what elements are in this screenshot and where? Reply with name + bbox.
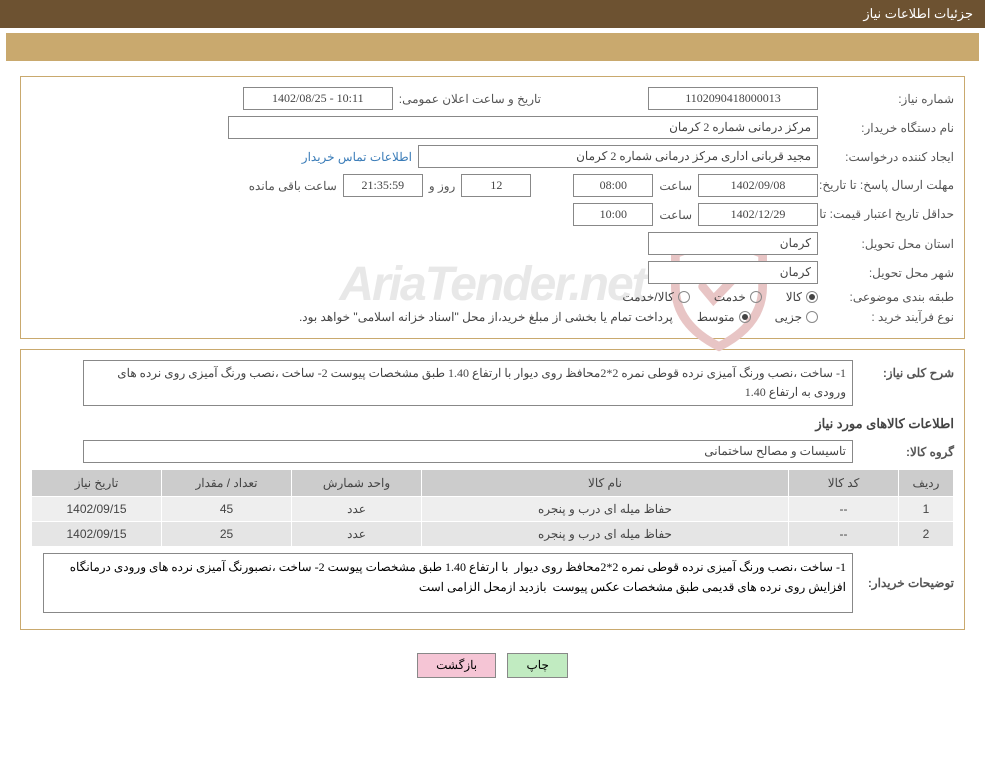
goods-group-label: گروه کالا:: [859, 445, 954, 459]
table-row: 1 -- حفاظ میله ای درب و پنجره عدد 45 140…: [32, 497, 954, 522]
buyer-org-label: نام دستگاه خریدار:: [824, 121, 954, 135]
delivery-province-label: استان محل تحویل:: [824, 237, 954, 251]
goods-group-value: تاسیسات و مصالح ساختمانی: [83, 440, 853, 463]
cell-qty: 25: [162, 522, 292, 547]
row-reply-deadline: مهلت ارسال پاسخ: تا تاریخ: 1402/09/08 سا…: [31, 174, 954, 197]
th-unit: واحد شمارش: [292, 470, 422, 497]
th-qty: تعداد / مقدار: [162, 470, 292, 497]
reply-deadline-label: مهلت ارسال پاسخ: تا تاریخ:: [824, 178, 954, 194]
row-purchase-type: نوع فرآیند خرید : جزیی متوسط پرداخت تمام…: [31, 310, 954, 324]
announce-label: تاریخ و ساعت اعلان عمومی:: [399, 92, 541, 106]
pt-minor-radio[interactable]: جزیی: [775, 310, 818, 324]
details-panel: شرح کلی نیاز: 1- ساخت ،نصب ورنگ آمیزی نر…: [20, 349, 965, 630]
requester-value: مجید قربانی اداری مرکز درمانی شماره 2 کر…: [418, 145, 818, 168]
th-code: کد کالا: [789, 470, 899, 497]
cat-goods-service-radio[interactable]: کالا/خدمت: [622, 290, 689, 304]
buyer-notes-label: توضیحات خریدار:: [859, 576, 954, 590]
table-row: 2 -- حفاظ میله ای درب و پنجره عدد 25 140…: [32, 522, 954, 547]
delivery-province-value: کرمان: [648, 232, 818, 255]
table-header-row: ردیف کد کالا نام کالا واحد شمارش تعداد /…: [32, 470, 954, 497]
row-requester: ایجاد کننده درخواست: مجید قربانی اداری م…: [31, 145, 954, 168]
cell-date: 1402/09/15: [32, 497, 162, 522]
row-general-desc: شرح کلی نیاز: 1- ساخت ،نصب ورنگ آمیزی نر…: [31, 360, 954, 406]
price-validity-label: حداقل تاریخ اعتبار قیمت: تا تاریخ:: [824, 207, 954, 223]
announce-datetime: 1402/08/25 - 10:11: [243, 87, 393, 110]
purchase-note: پرداخت تمام یا بخشی از مبلغ خرید،از محل …: [299, 310, 673, 324]
cell-code: --: [789, 522, 899, 547]
th-row: ردیف: [899, 470, 954, 497]
reply-time: 08:00: [573, 174, 653, 197]
countdown: 21:35:59: [343, 174, 423, 197]
items-table: ردیف کد کالا نام کالا واحد شمارش تعداد /…: [31, 469, 954, 547]
row-buyer-org: نام دستگاه خریدار: مرکز درمانی شماره 2 ک…: [31, 116, 954, 139]
purchase-type-label: نوع فرآیند خرید :: [824, 310, 954, 324]
main-info-panel: AriaTender.net شماره نیاز: 1102090418000…: [20, 76, 965, 339]
general-desc-value: 1- ساخت ،نصب ورنگ آمیزی نرده قوطی نمره 2…: [83, 360, 853, 406]
delivery-city-value: کرمان: [648, 261, 818, 284]
back-button[interactable]: بازگشت: [417, 653, 496, 678]
price-validity-date: 1402/12/29: [698, 203, 818, 226]
cell-row: 1: [899, 497, 954, 522]
row-need-number: شماره نیاز: 1102090418000013 تاریخ و ساع…: [31, 87, 954, 110]
category-label: طبقه بندی موضوعی:: [824, 290, 954, 304]
cell-date: 1402/09/15: [32, 522, 162, 547]
items-section-title: اطلاعات کالاهای مورد نیاز: [31, 416, 954, 432]
buyer-notes-value[interactable]: [43, 553, 853, 613]
pt-medium-radio[interactable]: متوسط: [697, 310, 751, 324]
khaki-banner: [6, 33, 979, 61]
delivery-city-label: شهر محل تحویل:: [824, 266, 954, 280]
page-title: جزئیات اطلاعات نیاز: [863, 6, 973, 21]
need-number-value: 1102090418000013: [648, 87, 818, 110]
row-buyer-notes: توضیحات خریدار:: [31, 553, 954, 613]
general-desc-label: شرح کلی نیاز:: [859, 360, 954, 380]
requester-label: ایجاد کننده درخواست:: [824, 150, 954, 164]
cat-goods-radio[interactable]: کالا: [786, 290, 818, 304]
th-name: نام کالا: [422, 470, 789, 497]
time-label-1: ساعت: [659, 179, 692, 193]
th-date: تاریخ نیاز: [32, 470, 162, 497]
radio-icon: [806, 311, 818, 323]
radio-icon: [739, 311, 751, 323]
cat-service-radio[interactable]: خدمت: [714, 290, 762, 304]
day-and-label: روز و: [429, 179, 456, 193]
page-header: جزئیات اطلاعات نیاز: [0, 0, 985, 28]
cell-unit: عدد: [292, 522, 422, 547]
cell-unit: عدد: [292, 497, 422, 522]
row-delivery-city: شهر محل تحویل: کرمان: [31, 261, 954, 284]
button-row: چاپ بازگشت: [0, 645, 985, 698]
cell-code: --: [789, 497, 899, 522]
cell-row: 2: [899, 522, 954, 547]
row-price-validity: حداقل تاریخ اعتبار قیمت: تا تاریخ: 1402/…: [31, 203, 954, 226]
remaining-label: ساعت باقی مانده: [249, 179, 337, 193]
radio-icon: [806, 291, 818, 303]
buyer-org-value: مرکز درمانی شماره 2 کرمان: [228, 116, 818, 139]
print-button[interactable]: چاپ: [507, 653, 567, 678]
radio-icon: [678, 291, 690, 303]
row-category: طبقه بندی موضوعی: کالا خدمت کالا/خدمت: [31, 290, 954, 304]
radio-icon: [750, 291, 762, 303]
need-number-label: شماره نیاز:: [824, 92, 954, 106]
contact-link[interactable]: اطلاعات تماس خریدار: [302, 150, 412, 164]
row-delivery-province: استان محل تحویل: کرمان: [31, 232, 954, 255]
cell-qty: 45: [162, 497, 292, 522]
day-count: 12: [461, 174, 531, 197]
time-label-2: ساعت: [659, 208, 692, 222]
price-validity-time: 10:00: [573, 203, 653, 226]
reply-date: 1402/09/08: [698, 174, 818, 197]
cell-name: حفاظ میله ای درب و پنجره: [422, 522, 789, 547]
cell-name: حفاظ میله ای درب و پنجره: [422, 497, 789, 522]
row-goods-group: گروه کالا: تاسیسات و مصالح ساختمانی: [31, 440, 954, 463]
